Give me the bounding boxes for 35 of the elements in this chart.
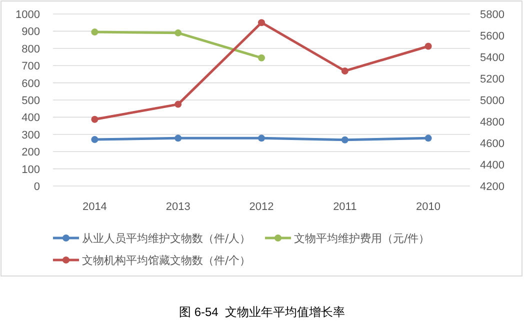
- category-label: 2013: [166, 201, 190, 213]
- y-tick-label: 900: [22, 26, 40, 38]
- category-label: 2010: [416, 201, 441, 213]
- y-tick-label: 600: [22, 78, 40, 90]
- y-tick-label: 500: [22, 95, 40, 107]
- y-tick-label: 0: [34, 181, 40, 193]
- legend-label: 从业人员平均维护文物数（件/人）: [82, 232, 251, 245]
- point: [91, 28, 98, 36]
- y-tick-label: 200: [22, 146, 40, 159]
- category-label: 2011: [333, 201, 357, 213]
- point: [341, 67, 348, 74]
- point: [424, 42, 432, 50]
- point: [424, 134, 432, 142]
- point: [258, 54, 265, 62]
- point: [258, 19, 265, 26]
- y-tick-label: 400: [22, 112, 40, 124]
- y-tick-label: 300: [22, 129, 40, 142]
- category-label: 2012: [249, 201, 274, 213]
- point: [91, 136, 98, 144]
- point: [174, 134, 182, 142]
- category-label: 2014: [82, 201, 107, 213]
- point: [174, 29, 182, 36]
- legend-label: 文物平均维护费用（元/件）: [294, 232, 430, 245]
- y-tick-label: 100: [22, 164, 40, 176]
- y-tick-label: 700: [22, 60, 40, 73]
- point: [174, 100, 182, 108]
- legend-label: 文物机构平均馆藏文物数（件/个）: [82, 254, 251, 267]
- axis-y: 0 100 200 300 400 500 600 700 800 900 1000: [16, 9, 470, 193]
- y-tick-label: 800: [22, 43, 40, 56]
- y-tick-label: 1000: [16, 9, 40, 21]
- axis-y2: 4200 4400 4600 4800 5000 5200 5400 5600 5800: [480, 9, 504, 193]
- caption: 图 6-54 文物业年平均值增长率: [178, 305, 346, 319]
- point: [91, 116, 98, 123]
- point: [341, 136, 348, 144]
- point: [258, 134, 265, 142]
